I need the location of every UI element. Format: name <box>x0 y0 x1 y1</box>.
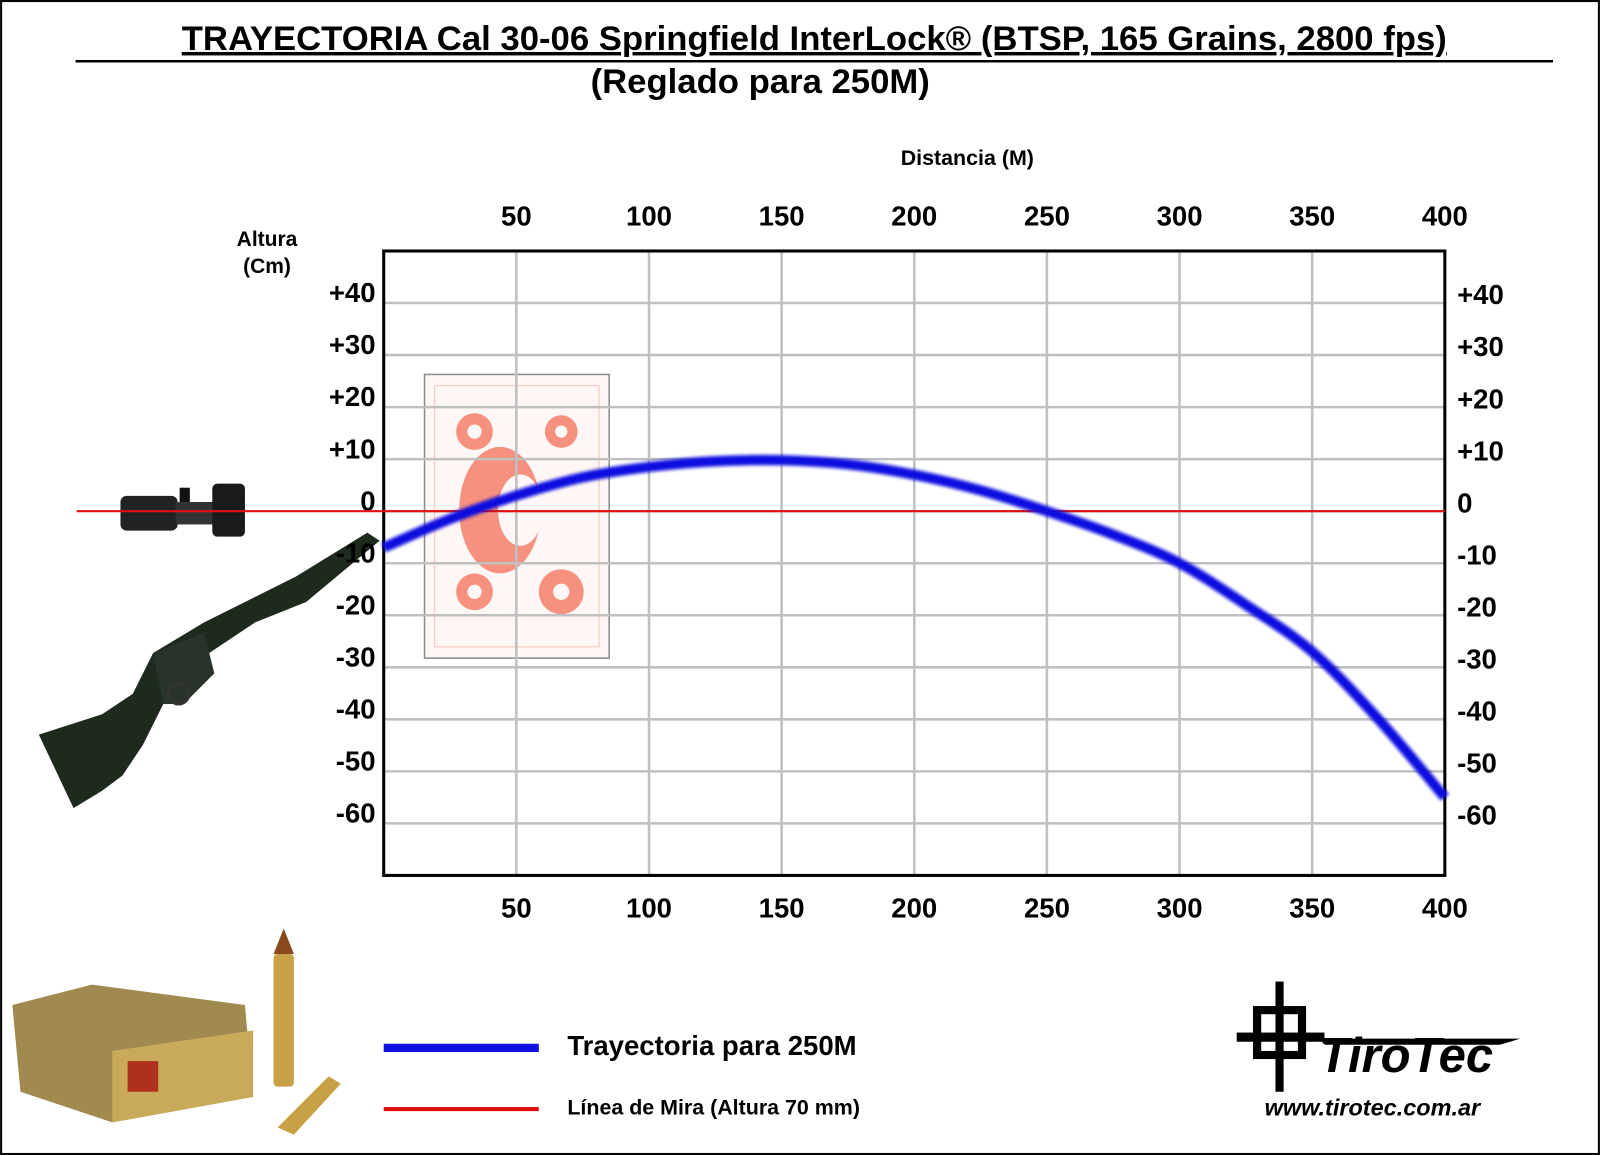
plot-border <box>382 249 1447 877</box>
x-tick-label: 250 <box>1024 892 1070 923</box>
chart-title: TRAYECTORIA Cal 30-06 Springfield InterL… <box>182 20 1447 58</box>
y-tick-label: -20 <box>1457 591 1497 622</box>
y-tick-label: +10 <box>1457 435 1504 466</box>
y-tick-label: -40 <box>1457 695 1497 726</box>
y-tick-label: -10 <box>336 537 376 568</box>
x-tick-label: 200 <box>891 892 937 923</box>
logo-image <box>1236 981 1521 1092</box>
x-tick-label: 350 <box>1289 892 1335 923</box>
x-tick-label: 350 <box>1289 201 1335 232</box>
x-tick-label: 200 <box>891 201 937 232</box>
y-tick-label: -20 <box>336 589 376 620</box>
y-tick-label: -50 <box>336 745 376 776</box>
logo-name: TiroTec <box>1319 1029 1493 1083</box>
legend-label: Línea de Mira (Altura 70 mm) <box>567 1096 860 1120</box>
rifle-image <box>38 532 380 809</box>
x-axis-label: Distancia (M) <box>901 146 1034 170</box>
y-tick-label: +40 <box>1457 279 1504 310</box>
grid <box>383 250 1447 876</box>
y-axis-label: Altura (Cm) <box>236 228 298 278</box>
y-tick-label: -60 <box>1457 800 1497 831</box>
x-tick-label: 400 <box>1422 892 1468 923</box>
x-tick-label: 50 <box>501 892 532 923</box>
y-tick-label: 0 <box>1457 487 1472 518</box>
x-tick-label: 300 <box>1157 892 1203 923</box>
y-tick-label: -40 <box>336 693 376 724</box>
x-tick-label: 150 <box>759 892 805 923</box>
y-tick-label: +30 <box>329 329 376 360</box>
y-tick-label: -30 <box>336 641 376 672</box>
logo-url: www.tirotec.com.ar <box>1265 1094 1482 1120</box>
x-tick-label: 100 <box>626 201 672 232</box>
y-tick-label: +20 <box>1457 383 1504 414</box>
y-tick-label: -10 <box>1457 539 1497 570</box>
x-tick-label: 50 <box>501 201 532 232</box>
y-tick-label: -60 <box>336 798 376 829</box>
x-tick-label: 250 <box>1024 201 1070 232</box>
trajectory-line <box>381 454 1449 801</box>
y-tick-label: +30 <box>1457 331 1504 362</box>
x-tick-label: 150 <box>759 201 805 232</box>
x-tick-label: 300 <box>1157 201 1203 232</box>
ammo-image <box>12 928 341 1135</box>
y-tick-label: +20 <box>329 381 376 412</box>
chart-subtitle: (Reglado para 250M) <box>591 63 930 101</box>
y-tick-label: -30 <box>1457 643 1497 674</box>
x-tick-label: 100 <box>626 892 672 923</box>
legend-label: Trayectoria para 250M <box>567 1030 856 1061</box>
x-tick-label: 400 <box>1422 201 1468 232</box>
y-tick-label: +40 <box>329 277 376 308</box>
y-tick-label: -50 <box>1457 748 1497 779</box>
y-tick-label: +10 <box>329 433 376 464</box>
y-tick-label: 0 <box>360 485 375 516</box>
